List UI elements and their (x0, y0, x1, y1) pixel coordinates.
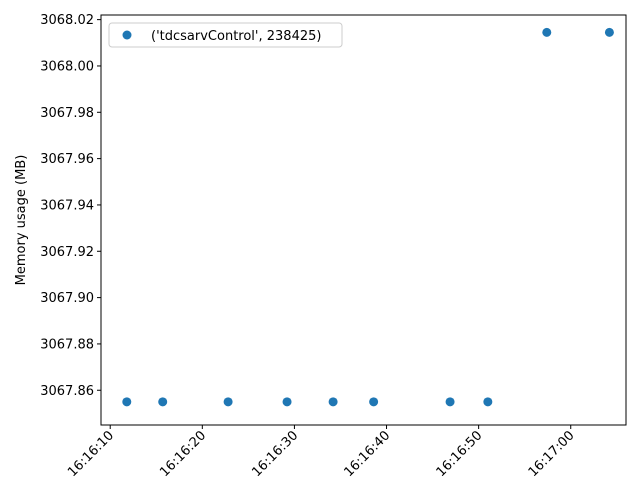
y-tick-label: 3067.88 (40, 337, 94, 352)
y-tick-label: 3068.00 (40, 59, 94, 74)
x-tick-label: 16:16:30 (249, 428, 301, 480)
data-points (122, 27, 614, 407)
y-tick-label: 3067.98 (40, 106, 94, 121)
x-tick-label: 16:16:10 (65, 428, 117, 480)
y-tick-label: 3067.90 (40, 291, 94, 306)
y-axis-label: Memory usage (MB) (14, 155, 29, 286)
x-tick-label: 16:16:50 (434, 428, 486, 480)
data-point (282, 397, 292, 407)
data-point (483, 397, 493, 407)
legend-label: ('tdcsarvControl', 238425) (151, 29, 321, 44)
data-point (223, 397, 233, 407)
y-tick-label: 3067.92 (40, 245, 94, 260)
data-point (604, 27, 614, 37)
legend: ('tdcsarvControl', 238425) (108, 22, 343, 48)
data-point (122, 397, 132, 407)
x-axis: 16:16:10 16:16:20 16:16:30 16:16:40 16:16:50… (65, 425, 578, 480)
legend-marker (122, 30, 132, 40)
x-tick-label: 16:16:20 (157, 428, 209, 480)
data-point (445, 397, 455, 407)
data-point (328, 397, 338, 407)
y-tick-label: 3067.94 (40, 198, 94, 213)
legend-frame (108, 22, 343, 48)
data-point (542, 27, 552, 37)
x-tick-label: 16:16:40 (341, 428, 393, 480)
data-point (369, 397, 379, 407)
data-point (158, 397, 168, 407)
y-tick-label: 3067.96 (40, 152, 94, 167)
plot-frame (100, 14, 627, 426)
y-tick-label: 3068.02 (40, 13, 94, 28)
x-tick-label: 16:17:00 (526, 428, 578, 480)
y-axis: 3067.86 3067.88 3067.90 3067.92 3067.94 3067.… (40, 13, 101, 399)
y-tick-label: 3067.86 (40, 384, 94, 399)
